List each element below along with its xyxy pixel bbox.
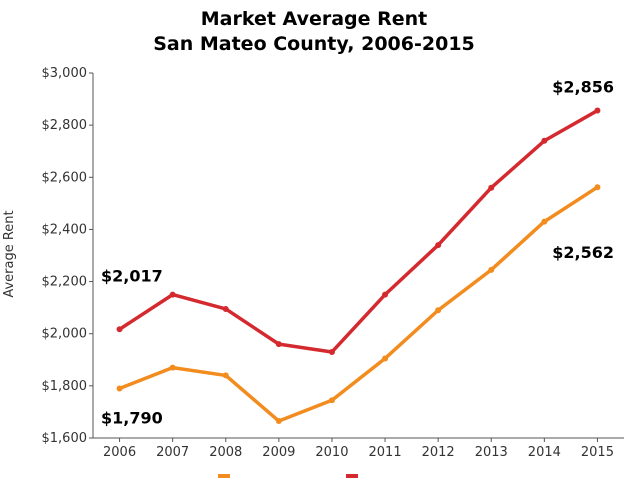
y-tick-label: $1,600 <box>42 431 88 446</box>
series-0-point <box>541 218 548 225</box>
series-1-point <box>541 137 548 144</box>
x-tick-label: 2012 <box>422 445 455 460</box>
series-0-point <box>222 372 229 379</box>
series-0-point <box>169 364 176 371</box>
series-1-point <box>328 348 335 355</box>
series-0-point <box>116 385 123 392</box>
y-tick-label: $1,800 <box>42 379 88 394</box>
series-0-point <box>328 397 335 404</box>
y-tick-label: $3,000 <box>42 66 88 81</box>
series-1-line <box>117 108 600 354</box>
series-group <box>116 107 601 425</box>
series-0-point <box>594 184 601 191</box>
data-label: $2,017 <box>101 266 163 285</box>
series-0-line <box>117 185 600 423</box>
series-1-point <box>116 326 123 333</box>
x-tick-label: 2008 <box>209 445 242 460</box>
series-1-point <box>488 184 495 191</box>
y-tick-label: $2,600 <box>42 170 88 185</box>
series-1-point <box>382 291 389 298</box>
legend-swatch-0 <box>218 474 230 478</box>
y-tick-label: $2,400 <box>42 222 88 237</box>
x-tick-label: 2013 <box>475 445 508 460</box>
chart-title-line-1: Market Average Rent <box>201 8 428 30</box>
series-1-point <box>435 242 442 249</box>
y-tick-label: $2,000 <box>42 327 88 342</box>
x-tick-label: 2009 <box>262 445 295 460</box>
x-tick-label: 2014 <box>528 445 561 460</box>
legend <box>218 474 358 478</box>
y-tick-label: $2,800 <box>42 118 88 133</box>
series-1-point <box>594 107 601 114</box>
data-label: $2,562 <box>552 243 614 262</box>
chart-title-line-2: San Mateo County, 2006-2015 <box>153 33 475 55</box>
series-1-point <box>222 305 229 312</box>
series-1-point <box>275 341 282 348</box>
data-label: $2,856 <box>552 78 614 97</box>
legend-swatch-1 <box>346 474 358 478</box>
series-0-point <box>382 355 389 362</box>
x-tick-label: 2006 <box>103 445 136 460</box>
data-labels: $2,856 $2,017 $2,562 $1,790 <box>101 78 614 428</box>
y-axis-label: Average Rent <box>2 210 17 297</box>
y-tick-label: $2,200 <box>42 275 88 290</box>
x-tick-label: 2015 <box>581 445 614 460</box>
data-label: $1,790 <box>101 408 163 427</box>
series-1-point <box>169 291 176 298</box>
x-tick-label: 2007 <box>156 445 189 460</box>
x-tick-label: 2010 <box>315 445 348 460</box>
series-0-point <box>275 418 282 425</box>
x-tick-label: 2011 <box>369 445 402 460</box>
series-0-point <box>435 307 442 314</box>
series-0-point <box>488 266 495 273</box>
axes: $1,600 $1,800 $2,000 $2,200 $2,400 $2,600 $2,8… <box>42 66 624 460</box>
